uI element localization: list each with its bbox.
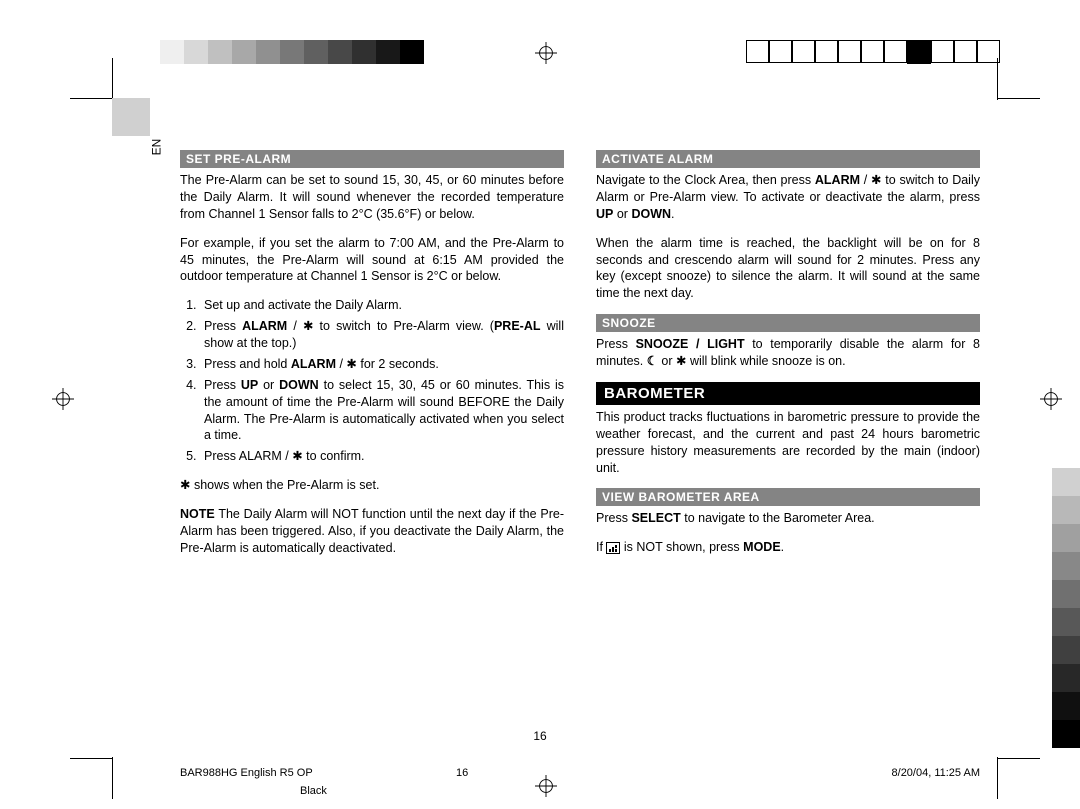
corner-gray-box bbox=[112, 98, 150, 136]
heading-activate-alarm: ACTIVATE ALARM bbox=[596, 150, 980, 168]
body-text: Press SELECT to navigate to the Baromete… bbox=[596, 510, 980, 527]
heading-set-pre-alarm: SET PRE-ALARM bbox=[180, 150, 564, 168]
footer-doc: BAR988HG English R5 OP bbox=[180, 767, 313, 779]
body-text: When the alarm time is reached, the back… bbox=[596, 235, 980, 303]
body-text: The Pre-Alarm can be set to sound 15, 30… bbox=[180, 172, 564, 223]
page-number: 16 bbox=[0, 729, 1080, 743]
side-grayscale-swatches bbox=[1052, 468, 1080, 748]
checker-calibration-bar bbox=[746, 40, 1000, 64]
left-column: SET PRE-ALARM The Pre-Alarm can be set t… bbox=[180, 150, 564, 719]
body-text: If is NOT shown, press MODE. bbox=[596, 539, 980, 556]
language-label: EN bbox=[149, 139, 163, 156]
grayscale-calibration-bar bbox=[160, 40, 424, 64]
crop-mark bbox=[70, 98, 112, 99]
body-text: This product tracks fluctuations in baro… bbox=[596, 409, 980, 477]
crop-mark bbox=[997, 757, 998, 799]
footer-color: Black bbox=[300, 785, 327, 797]
heading-view-barometer-area: VIEW BAROMETER AREA bbox=[596, 488, 980, 506]
heading-barometer: BAROMETER bbox=[596, 382, 980, 405]
body-text: For example, if you set the alarm to 7:0… bbox=[180, 235, 564, 286]
registration-mark-top bbox=[535, 42, 557, 64]
heading-snooze: SNOOZE bbox=[596, 314, 980, 332]
body-text: Press SNOOZE / LIGHT to temporarily disa… bbox=[596, 336, 980, 370]
ordered-steps: Set up and activate the Daily Alarm.Pres… bbox=[200, 297, 564, 465]
histogram-icon bbox=[606, 542, 620, 554]
crop-mark bbox=[998, 98, 1040, 99]
body-text: Navigate to the Clock Area, then press A… bbox=[596, 172, 980, 223]
crop-mark bbox=[998, 758, 1040, 759]
registration-mark-right bbox=[1040, 388, 1062, 410]
footer-datetime: 8/20/04, 11:25 AM bbox=[892, 767, 980, 779]
note-text: NOTE The Daily Alarm will NOT function u… bbox=[180, 506, 564, 557]
footer-page: 16 bbox=[456, 767, 468, 779]
moon-icon bbox=[647, 354, 658, 368]
registration-mark-left bbox=[52, 388, 74, 410]
crop-mark bbox=[997, 58, 998, 100]
crop-mark bbox=[112, 58, 113, 100]
page-content: SET PRE-ALARM The Pre-Alarm can be set t… bbox=[180, 150, 980, 719]
body-text: ✱ shows when the Pre-Alarm is set. bbox=[180, 477, 564, 494]
right-column: ACTIVATE ALARM Navigate to the Clock Are… bbox=[596, 150, 980, 719]
crop-mark bbox=[70, 758, 112, 759]
footer-line: BAR988HG English R5 OP 16 8/20/04, 11:25… bbox=[180, 767, 980, 779]
crop-mark bbox=[112, 757, 113, 799]
